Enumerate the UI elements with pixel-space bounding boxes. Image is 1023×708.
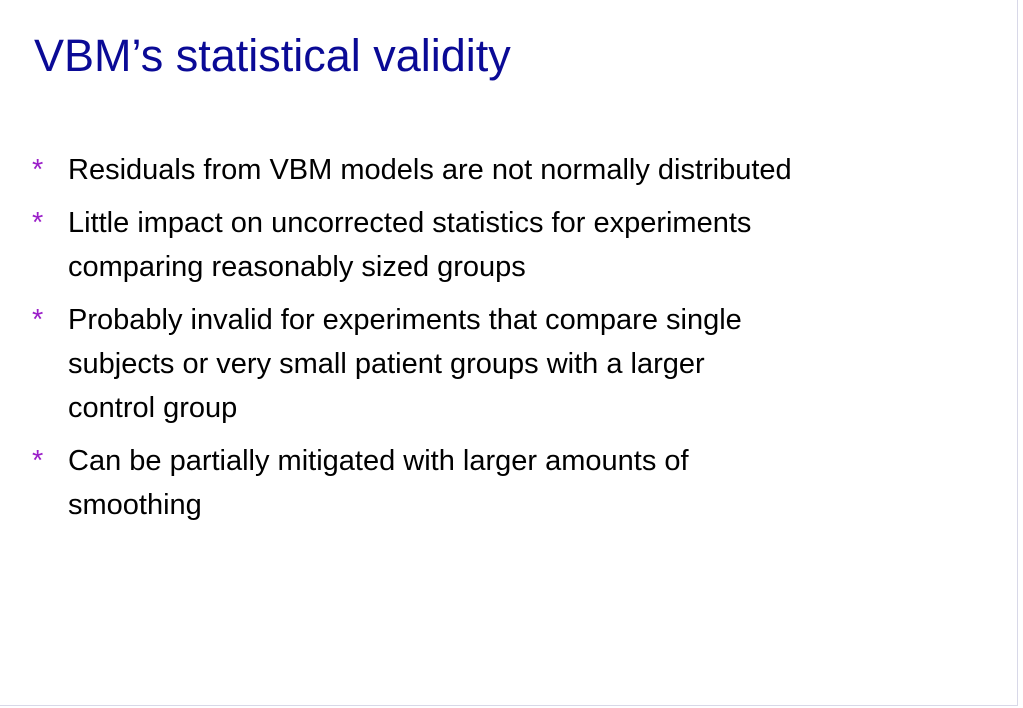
bullet-item: * Little impact on uncorrected statistics…: [32, 201, 1012, 289]
bullet-line: Can be partially mitigated with larger a…: [68, 445, 689, 477]
bullet-marker: *: [32, 304, 44, 336]
bullet-text: Residuals from VBM models are not normal…: [68, 148, 1012, 192]
bullet-line: Little impact on uncorrected statistics …: [68, 207, 752, 239]
bullet-text: Probably invalid for experiments that co…: [68, 298, 1012, 430]
bullet-line: control group: [68, 392, 238, 424]
slide-border: [1017, 0, 1018, 706]
bullet-item: * Residuals from VBM models are not norma…: [32, 148, 1012, 192]
bullet-marker: *: [32, 445, 44, 477]
bullet-line: comparing reasonably sized groups: [68, 251, 526, 283]
bullet-item: * Probably invalid for experiments that c…: [32, 298, 1012, 430]
bullet-list: * Residuals from VBM models are not norma…: [32, 148, 1012, 536]
slide-title: VBM’s statistical validity: [34, 30, 511, 81]
bullet-text: Can be partially mitigated with larger a…: [68, 439, 1012, 527]
bullet-line: smoothing: [68, 489, 202, 521]
slide-border: [0, 705, 1018, 706]
bullet-line: Probably invalid for experiments that co…: [68, 304, 742, 336]
bullet-text: Little impact on uncorrected statistics …: [68, 201, 1012, 289]
bullet-item: * Can be partially mitigated with larger …: [32, 439, 1012, 527]
bullet-marker: *: [32, 207, 44, 239]
bullet-line: subjects or very small patient groups wi…: [68, 348, 705, 380]
bullet-marker: *: [32, 154, 44, 186]
bullet-line: Residuals from VBM models are not normal…: [68, 154, 792, 186]
